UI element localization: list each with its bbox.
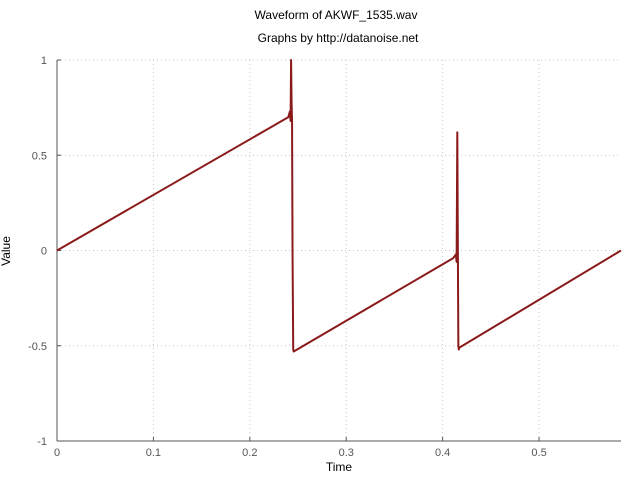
chart-subtitle: Graphs by http://datanoise.net bbox=[258, 31, 419, 45]
y-axis-label: Value bbox=[0, 236, 13, 266]
y-tick-label: 0.5 bbox=[32, 150, 47, 162]
grid bbox=[57, 59, 621, 442]
y-tick-label: 1 bbox=[41, 55, 47, 67]
x-tick-label: 0.1 bbox=[146, 447, 161, 459]
x-tick-label: 0.3 bbox=[339, 447, 354, 459]
y-tick-label: -0.5 bbox=[28, 341, 47, 353]
y-tick-label: 0 bbox=[41, 246, 47, 258]
y-tick-label: -1 bbox=[37, 436, 47, 448]
series-layer bbox=[56, 59, 622, 353]
x-tick-label: 0.4 bbox=[435, 447, 450, 459]
waveform-series-line bbox=[56, 59, 622, 353]
tick-labels: 0 0.1 0.2 0.3 0.4 0.5 -1 -0.5 0 0.5 1 bbox=[28, 55, 547, 459]
x-tick-label: 0.5 bbox=[531, 447, 546, 459]
x-tick-label: 0 bbox=[54, 447, 60, 459]
x-tick-label: 0.2 bbox=[242, 447, 257, 459]
chart-title: Waveform of AKWF_1535.wav bbox=[255, 8, 418, 22]
x-axis-label: Time bbox=[326, 460, 353, 474]
